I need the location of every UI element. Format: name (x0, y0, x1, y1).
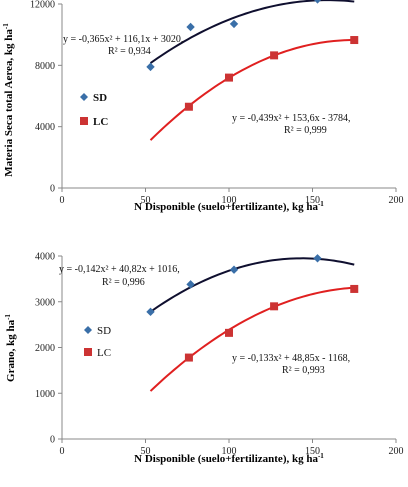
legend-marker-sd (80, 93, 88, 101)
legend-label-sd: SD (97, 325, 111, 337)
data-point-sd (313, 0, 322, 4)
data-point-sd (229, 265, 239, 274)
legend-marker-lc (80, 117, 88, 125)
data-point-sd (186, 22, 195, 32)
data-point-lc (270, 51, 279, 60)
y-tick-label: 3000 (35, 297, 55, 308)
y-tick-label: 1000 (35, 389, 55, 400)
y-tick-label: 0 (50, 184, 55, 195)
data-point-sd (229, 19, 239, 29)
r-squared-lc: R² = 0,993 (282, 365, 325, 376)
y-axis-label: Grano, kg ha-1 (4, 314, 17, 382)
data-point-lc (270, 302, 279, 311)
data-point-sd (186, 280, 195, 289)
y-tick-label: 8000 (35, 61, 55, 72)
y-axis-label-sup: -1 (4, 314, 12, 320)
x-axis-label-sup: -1 (318, 200, 324, 208)
x-tick-label: 200 (389, 446, 404, 457)
x-tick-label: 0 (60, 446, 65, 457)
legend-label-lc: LC (93, 116, 108, 128)
equation-sd: y = -0,365x² + 116,1x + 3020, (63, 34, 183, 45)
y-axis-label-sup: -1 (2, 23, 10, 29)
y-axis-label: Materia Seca total Aerea, kg ha-1 (2, 23, 15, 177)
x-axis-label-sup: -1 (318, 452, 324, 460)
equation-sd: y = -0,142x² + 40,82x + 1016, (59, 264, 180, 275)
trend-line-sd (149, 257, 355, 313)
data-point-lc (225, 73, 233, 82)
data-point-sd (146, 62, 155, 72)
trend-line-lc (149, 39, 355, 141)
legend-marker-lc (84, 348, 92, 356)
data-point-lc (184, 102, 193, 111)
series-lc (149, 284, 359, 392)
data-point-lc (184, 353, 193, 362)
equation-lc: y = -0,133x² + 48,85x - 1168, (232, 353, 350, 364)
x-axis-label: N Disponible (suelo+fertilizante), kg ha… (134, 452, 324, 465)
data-point-sd (313, 254, 322, 263)
y-tick-label: 0 (50, 435, 55, 446)
y-axis-label-text: Materia Seca total Aerea, kg ha (3, 29, 15, 177)
trend-line-lc (149, 286, 355, 392)
legend-label-sd: SD (93, 92, 107, 104)
data-point-lc (225, 328, 233, 337)
x-axis-label: N Disponible (suelo+fertilizante), kg ha… (134, 200, 324, 213)
x-tick-label: 100 (222, 446, 237, 457)
series-lc (149, 36, 359, 141)
data-point-lc (350, 284, 359, 293)
x-tick-label: 0 (60, 195, 65, 206)
chart-1: 0 50 100 150 200 0 4000 8000 12000 N Disponible (… (2, 0, 404, 213)
x-tick-label: 50 (141, 195, 151, 206)
y-tick-label: 4000 (35, 122, 55, 133)
x-tick-label: 200 (389, 195, 404, 206)
x-axis-label-text: N Disponible (suelo+fertilizante), kg ha (134, 201, 318, 213)
data-point-lc (350, 36, 359, 45)
y-tick-label: 12000 (30, 0, 55, 11)
x-tick-label: 150 (305, 446, 320, 457)
x-tick-label: 50 (141, 446, 151, 457)
x-tick-label: 150 (305, 195, 320, 206)
y-tick-label: 4000 (35, 252, 55, 263)
r-squared-sd: R² = 0,996 (102, 277, 145, 288)
series-sd (146, 254, 355, 317)
y-tick-label: 2000 (35, 343, 55, 354)
data-point-sd (146, 307, 155, 317)
x-axis-label-text: N Disponible (suelo+fertilizante), kg ha (134, 453, 318, 465)
legend-label-lc: LC (97, 347, 111, 359)
series-sd (146, 0, 355, 72)
r-squared-sd: R² = 0,934 (108, 46, 151, 57)
r-squared-lc: R² = 0,999 (284, 125, 327, 136)
y-axis-label-text: Grano, kg ha (5, 319, 17, 382)
trend-line-sd (149, 0, 355, 64)
equation-lc: y = -0,439x² + 153,6x - 3784, (232, 113, 350, 124)
legend-marker-sd (84, 326, 92, 334)
x-tick-label: 100 (222, 195, 237, 206)
